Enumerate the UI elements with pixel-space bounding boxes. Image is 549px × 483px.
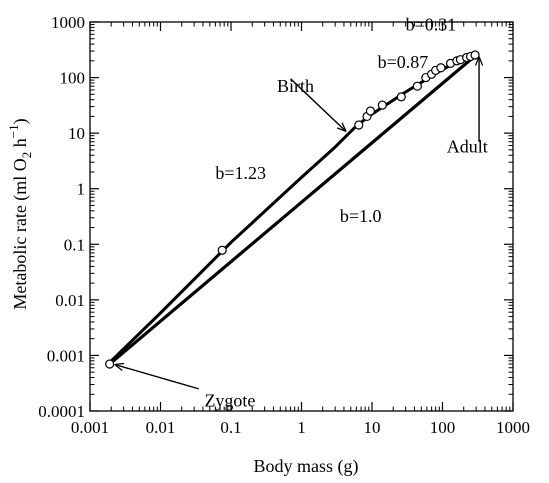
data-point xyxy=(377,100,387,110)
y-axis: 0.0001 0.001 0.01 0.1 1 10 100 1000 xyxy=(38,13,513,421)
data-point xyxy=(412,81,422,91)
data-point xyxy=(217,245,227,255)
annotation-arrow xyxy=(116,365,200,390)
data-point xyxy=(354,120,364,130)
y-tick-label: 10 xyxy=(68,124,85,143)
x-tick-label: 100 xyxy=(430,418,456,437)
annotation-label: b=1.23 xyxy=(215,163,266,183)
y-tick-label: 0.01 xyxy=(55,291,85,310)
x-tick-label: 0.001 xyxy=(71,418,109,437)
annotation-label: b=0.87 xyxy=(378,52,429,72)
data-point xyxy=(365,106,376,116)
y-tick-label: 0.0001 xyxy=(38,402,85,421)
annotation-label: b=0.31 xyxy=(406,15,457,35)
annotation-label: Adult xyxy=(447,136,488,156)
y-tick-label: 100 xyxy=(60,69,86,88)
y-tick-label: 0.001 xyxy=(47,346,85,365)
annotations: b=0.31 b=0.87 Birth b=1.23 b=1.0 Adult Zygote xyxy=(116,15,488,411)
x-tick-label: 0.01 xyxy=(146,418,176,437)
data-point xyxy=(436,63,446,73)
y-tick-label: 1 xyxy=(77,180,86,199)
x-tick-label: 1 xyxy=(297,418,306,437)
series-line-1 xyxy=(108,53,478,366)
annotation-arrow xyxy=(290,78,346,131)
annotation-label: Zygote xyxy=(204,391,255,411)
x-tick-label: 1000 xyxy=(496,418,530,437)
x-axis: 0.001 0.01 0.1 1 10 100 1000 xyxy=(71,22,530,437)
x-axis-title: Body mass (g) xyxy=(254,456,359,477)
series-layer xyxy=(105,50,480,369)
data-point xyxy=(470,50,480,60)
annotation-label: Birth xyxy=(277,76,314,96)
data-point xyxy=(105,359,115,369)
y-axis-title: Metabolic rate (ml O2 h−1) xyxy=(6,118,34,309)
x-tick-label: 0.1 xyxy=(220,418,241,437)
data-point xyxy=(396,92,406,102)
annotation-label: b=1.0 xyxy=(340,206,382,226)
y-tick-label: 1000 xyxy=(51,13,85,32)
y-tick-label: 0.1 xyxy=(64,235,85,254)
x-tick-label: 10 xyxy=(364,418,381,437)
